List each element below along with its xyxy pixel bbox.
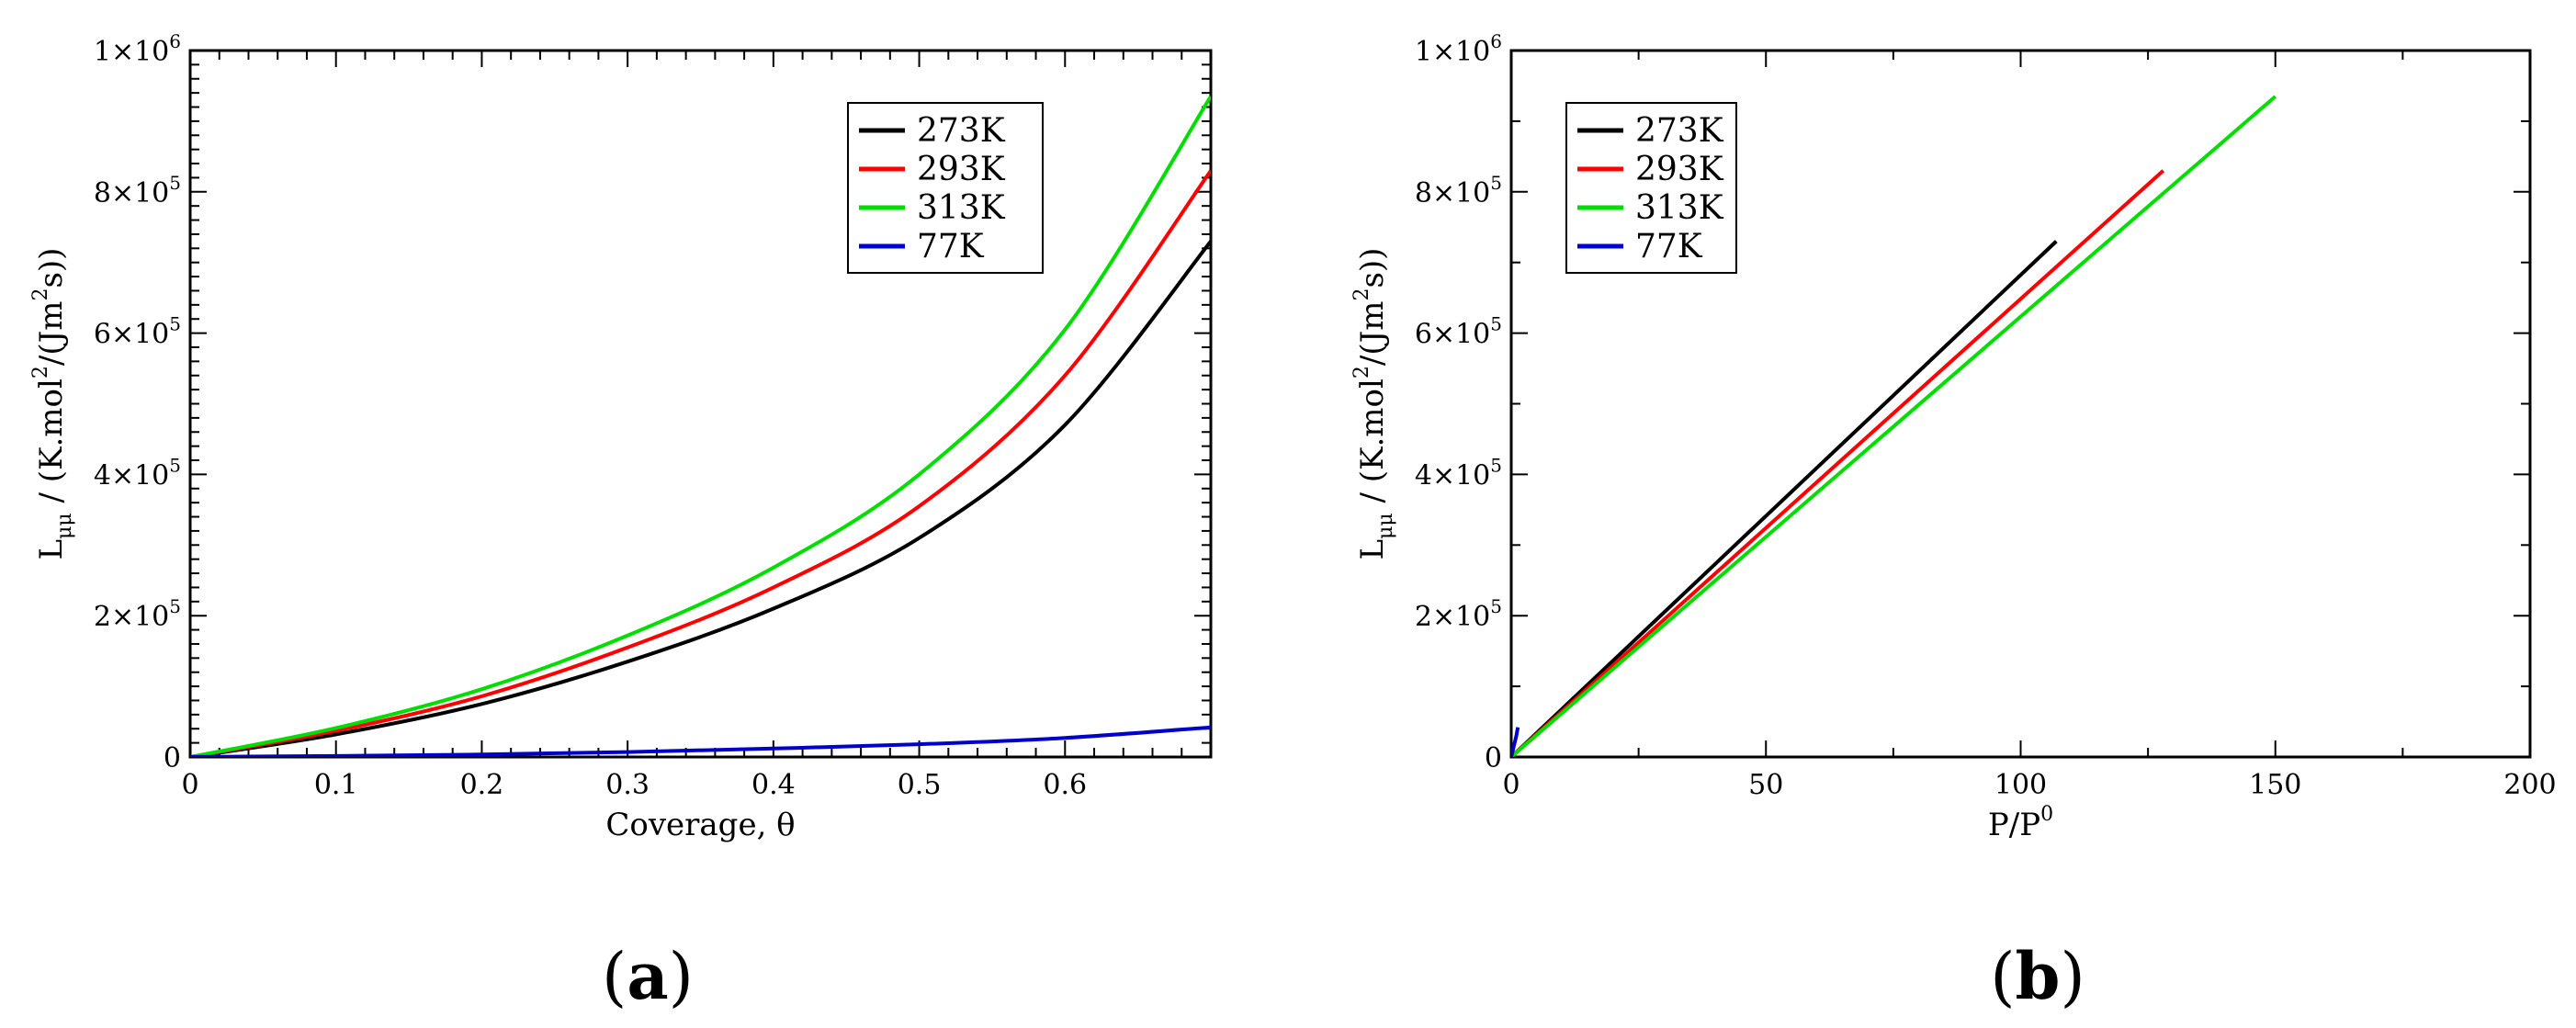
series-line-273K [1511,240,2058,757]
y-tick-label: 8×105 [1415,172,1502,209]
series-line-77K [190,725,1211,757]
x-tick-label: 150 [2249,769,2301,801]
y-axis-title: Lμμ / (K.mol2/(Jm2s)) [29,248,76,560]
chart-panel-b: 0 50 100 150 200 0 2×105 4×105 6×105 8×105 1×106 P/… [1350,30,2557,843]
x-tick-label: 200 [2503,769,2556,801]
x-tick-label: 0.6 [1043,769,1087,801]
x-tick-label: 50 [1748,769,1783,801]
series-group [1511,95,2277,757]
y-tick-label: 6×105 [1415,313,1502,351]
x-tick-label: 0.5 [898,769,942,801]
y-tick-label: 8×105 [94,172,181,209]
legend-label-77K: 77K [1635,228,1703,265]
legend-label-293K: 293K [917,151,1006,188]
plot-frame [1509,49,2532,759]
series-line-273K [190,240,1211,757]
y-tick-label: 0 [1485,742,1502,774]
y-tick-label: 1×106 [1415,30,1502,68]
x-tick-label: 0.3 [605,769,650,801]
x-tick-label: 0 [1502,769,1520,801]
y-tick-label: 6×105 [94,313,181,351]
y-tick-label: 2×105 [1415,595,1502,633]
x-axis-title: Coverage, θ [605,807,795,843]
x-axis-title: P/P0 [1988,803,2053,843]
y-tick-label: 4×105 [1415,454,1502,491]
chart-panel-a: 0 0.1 0.2 0.3 0.4 0.5 0.6 0 2×105 4×105 6×105 8×105… [29,30,1213,843]
legend-label-273K: 273K [1635,112,1724,150]
series-line-313K [190,95,1211,757]
legend-label-293K: 293K [1635,151,1724,188]
legend-label-313K: 313K [917,189,1006,227]
x-tick-label: 0.1 [314,769,358,801]
series-line-293K [1511,169,2165,757]
y-tick-label: 2×105 [94,595,181,633]
y-tick-label: 4×105 [94,454,181,491]
x-tick-label: 0.4 [751,769,796,801]
x-tick-label: 0 [181,769,198,801]
series-line-293K [190,169,1211,757]
panel-label-a: (a) [602,938,694,1014]
plot-frame [188,49,1213,759]
series-line-77K [1511,727,1520,757]
y-axis-title: Lμμ / (K.mol2/(Jm2s)) [1350,248,1397,560]
legend-label-77K: 77K [917,228,985,265]
panel-label-b: (b) [1990,938,2085,1014]
series-group [190,95,1211,757]
x-tick-label: 0.2 [460,769,504,801]
y-tick-label: 1×106 [94,30,181,68]
series-line-313K [1511,95,2277,757]
x-tick-label: 100 [1994,769,2047,801]
y-tick-label: 0 [164,742,181,774]
legend-label-313K: 313K [1635,189,1724,227]
legend-label-273K: 273K [917,112,1006,150]
